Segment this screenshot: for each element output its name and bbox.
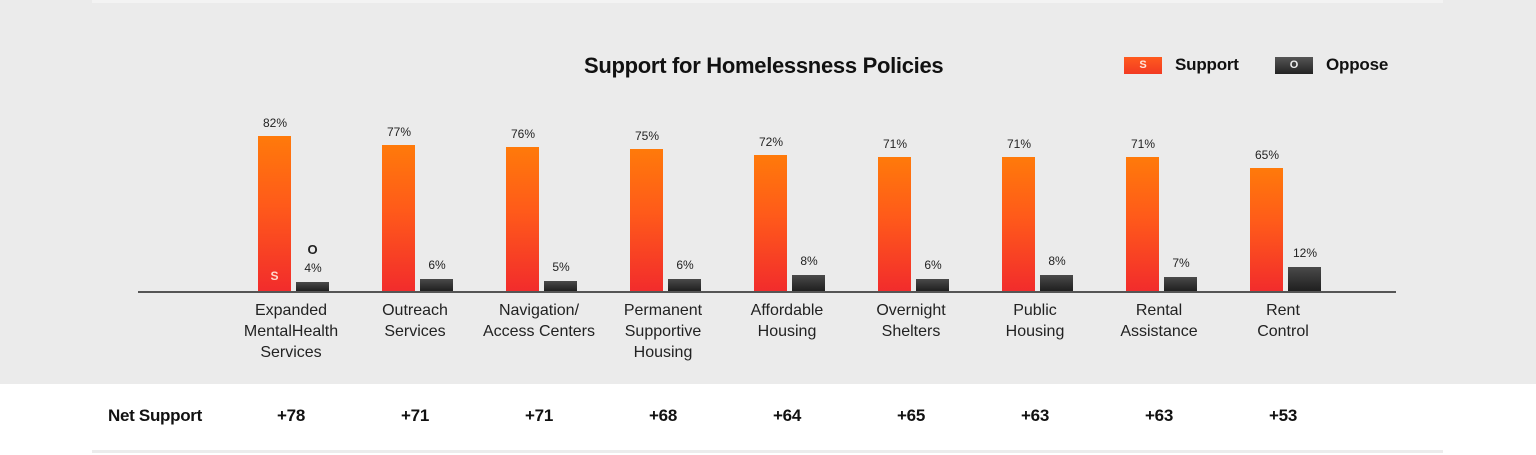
- chart-area: Support for Homelessness Policies S Supp…: [0, 0, 1536, 384]
- support-value-label: 76%: [510, 127, 536, 141]
- oppose-bar: [1040, 275, 1073, 291]
- category-label: Permanent Supportive Housing: [623, 302, 703, 361]
- support-bar: [754, 155, 787, 291]
- legend-item-support: S Support: [1124, 55, 1239, 75]
- oppose-value-label: 6%: [924, 258, 942, 272]
- category-label: Navigation/Access Centers: [482, 302, 596, 340]
- support-marker: S: [270, 269, 279, 283]
- net-support-value: +63: [1145, 406, 1173, 425]
- oppose-value-label: 4%: [304, 261, 322, 275]
- net-support-value: +71: [401, 406, 429, 425]
- oppose-value-label: 6%: [676, 258, 694, 272]
- oppose-bar: [668, 279, 701, 291]
- category-label: Public Housing: [1005, 302, 1065, 340]
- legend-label-support: Support: [1175, 55, 1239, 74]
- support-bar: [1126, 157, 1159, 291]
- support-value-label: 71%: [1006, 137, 1032, 151]
- support-value-label: 71%: [882, 137, 908, 151]
- bar-group: 82% 4% S O Expanded MentalHealth Services: [244, 0, 382, 384]
- bar-group: 65% 12% Rent Control: [1250, 0, 1374, 384]
- support-value-label: 77%: [386, 125, 412, 139]
- oppose-bar: [916, 279, 949, 291]
- net-support-value: +53: [1269, 406, 1297, 425]
- net-support-value: +64: [773, 406, 801, 425]
- net-support-value: +65: [897, 406, 925, 425]
- oppose-marker: O: [307, 242, 318, 257]
- bar-group: 71% 8% Public Housing: [1002, 0, 1126, 384]
- category-label: Overnight Shelters: [876, 302, 946, 340]
- oppose-bar: [544, 281, 577, 291]
- oppose-bar: [420, 279, 453, 291]
- support-value-label: 65%: [1254, 148, 1280, 162]
- category-label: Outreach Services: [382, 302, 448, 340]
- net-support-value: +71: [525, 406, 553, 425]
- legend-label-oppose: Oppose: [1326, 55, 1389, 74]
- plot-area: 82% 4% S O Expanded MentalHealth Services 77% 6%…: [138, 0, 1396, 384]
- net-support-label: Net Support: [108, 406, 202, 425]
- support-bar: [506, 147, 539, 291]
- oppose-value-label: 8%: [800, 254, 818, 268]
- oppose-bar: [792, 275, 825, 291]
- support-bar: [258, 136, 291, 291]
- category-label: Rental Assistance: [1120, 302, 1198, 340]
- bar-group: 72% 8% Affordable Housing: [751, 0, 878, 384]
- oppose-bar: [1288, 267, 1321, 291]
- oppose-bar: [1164, 277, 1197, 291]
- support-value-label: 71%: [1130, 137, 1156, 151]
- support-value-label: 72%: [758, 135, 784, 149]
- legend-swatch-support: S: [1124, 56, 1162, 74]
- legend-swatch-oppose: O: [1275, 56, 1313, 74]
- support-bar: [1002, 157, 1035, 291]
- support-bar: [382, 145, 415, 291]
- bar-group: 77% 6% Outreach Services: [382, 0, 506, 384]
- chart-title: Support for Homelessness Policies: [584, 53, 944, 78]
- bar-group: 71% 7% Rental Assistance: [1120, 0, 1250, 384]
- oppose-value-label: 5%: [552, 260, 570, 274]
- net-support-row: Net Support +78 +71 +71 +68 +64 +65 +63 +63 +53: [92, 384, 1443, 453]
- support-bar: [878, 157, 911, 291]
- legend-item-oppose: O Oppose: [1275, 55, 1388, 75]
- oppose-value-label: 8%: [1048, 254, 1066, 268]
- net-support-value: +68: [649, 406, 677, 425]
- category-label: Expanded MentalHealth Services: [243, 302, 339, 361]
- net-support-value: +78: [277, 406, 305, 425]
- bar-group: 71% 6% Overnight Shelters: [876, 0, 1002, 384]
- support-value-label: 82%: [262, 116, 288, 130]
- oppose-bar: [296, 282, 329, 291]
- oppose-value-label: 12%: [1292, 246, 1318, 260]
- net-support-value: +63: [1021, 406, 1049, 425]
- x-axis-baseline: [138, 291, 1396, 293]
- support-bar: [1250, 168, 1283, 291]
- bar-group: 75% 6% Permanent Supportive Housing: [624, 0, 754, 384]
- oppose-value-label: 7%: [1172, 256, 1190, 270]
- category-label: Affordable Housing: [750, 302, 824, 340]
- top-divider: [92, 0, 1443, 3]
- support-value-label: 75%: [634, 129, 660, 143]
- category-label: Rent Control: [1257, 302, 1309, 340]
- oppose-value-label: 6%: [428, 258, 446, 272]
- bar-group: 76% 5% Navigation/Access Centers: [483, 0, 630, 384]
- support-bar: [630, 149, 663, 291]
